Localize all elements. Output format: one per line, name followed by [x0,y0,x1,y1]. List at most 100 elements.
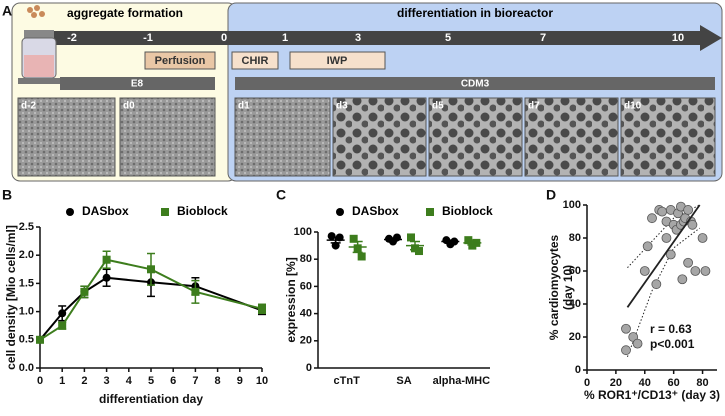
point [683,205,694,215]
timeline-label: 1 [282,32,288,44]
panel-label: C [276,187,286,203]
medium-bar [235,77,715,90]
micrograph [234,97,331,177]
marker [102,273,111,282]
y-tick-label: 100 [294,226,312,238]
legend-label: Bioblock [177,204,228,218]
marker [58,309,67,318]
point [639,266,650,276]
point [651,279,662,290]
micrograph [428,97,523,177]
micrograph-label: d3 [336,101,348,112]
annotation: r = 0.63 [650,322,692,336]
marker [58,321,67,330]
y-axis-label: cell density [Mio cells/ml] [4,225,18,370]
x-tick-label: 0 [37,375,43,387]
confidence-band [626,227,700,357]
point [677,274,688,285]
medium-label: E8 [131,79,144,90]
timeline-label: 10 [672,32,684,44]
timeline-label: 0 [221,32,227,44]
x-tick-label: 4 [126,375,133,387]
marker [357,252,366,261]
y-tick-label: 2.0 [19,249,34,261]
marker [191,287,200,296]
y-tick-label: 2.5 [19,221,34,233]
panel-label: D [546,187,556,203]
timeline-label: 5 [445,32,451,44]
y-tick-label: 0 [306,362,312,374]
section-title: differentiation in bioreactor [397,6,553,20]
x-tick-label: 5 [148,375,154,387]
micrograph [119,97,216,177]
y-tick-label: 20 [300,335,312,347]
legend-marker [66,208,74,216]
point [621,323,631,334]
phase-label: Perfusion [155,55,206,67]
marker [349,234,358,243]
y-tick-label: 80 [300,253,312,265]
marker [407,233,415,242]
bioreactor-icon [18,5,60,84]
point [642,241,653,252]
phase-box [144,51,216,70]
marker [415,247,423,256]
point [632,338,643,349]
x-tick-label: 10 [256,375,268,387]
x-tick-label: 40 [639,377,651,389]
micrograph-label: d0 [123,101,135,112]
medium-bar [60,77,215,90]
legend-marker [426,208,434,216]
micrograph-label: d10 [624,101,642,112]
y-axis-label: expression [%] [284,257,298,342]
y-tick-label: 60 [569,265,581,277]
x-axis-label: % ROR1⁺/CD13⁺ (day 3) [584,388,720,402]
confidence-band [627,204,700,269]
micrograph-label: d7 [528,101,540,112]
x-tick-label: 20 [610,377,622,389]
x-axis-label: differentiation day [99,392,203,406]
legend-marker [336,208,344,216]
point [700,266,711,276]
x-tick-label: 6 [170,375,176,387]
timeline-label: -1 [143,32,153,44]
micrograph [620,97,716,177]
timeline-arrow [48,25,722,51]
x-tick-label: cTnT [334,375,361,387]
marker [80,287,89,296]
y-tick-label: 1.5 [19,277,34,289]
micrograph [524,97,619,177]
point [683,257,694,268]
y-tick-label: 100 [563,199,581,211]
medium-label: CDM3 [461,79,490,90]
point [621,345,631,356]
x-tick-label: 8 [215,375,221,387]
micrograph [332,97,427,177]
point [657,206,668,217]
x-tick-label: 7 [192,375,198,387]
legend-marker [161,208,169,216]
y-tick-label: 60 [300,280,312,292]
timeline-label: 7 [540,32,546,44]
micrograph [17,97,116,177]
section-title: aggregate formation [67,6,183,20]
point [661,233,672,243]
x-tick-label: alpha-MHC [433,375,491,387]
y-axis-label: (day 10) [561,265,575,310]
y-tick-label: 80 [569,232,581,244]
micrograph-label: d1 [238,101,250,112]
phase-label: CHIR [242,55,269,67]
x-tick-label: 1 [59,375,65,387]
y-tick-label: 40 [569,298,581,310]
panel-label: A [2,3,12,19]
point [697,233,708,243]
y-tick-label: 0.0 [19,362,34,374]
panel-label: B [2,187,12,203]
point [647,213,657,224]
x-tick-label: 9 [237,375,243,387]
marker [102,255,111,264]
legend-label: Bioblock [442,204,493,218]
x-tick-label: 0 [584,377,590,389]
phase-box [231,51,279,70]
